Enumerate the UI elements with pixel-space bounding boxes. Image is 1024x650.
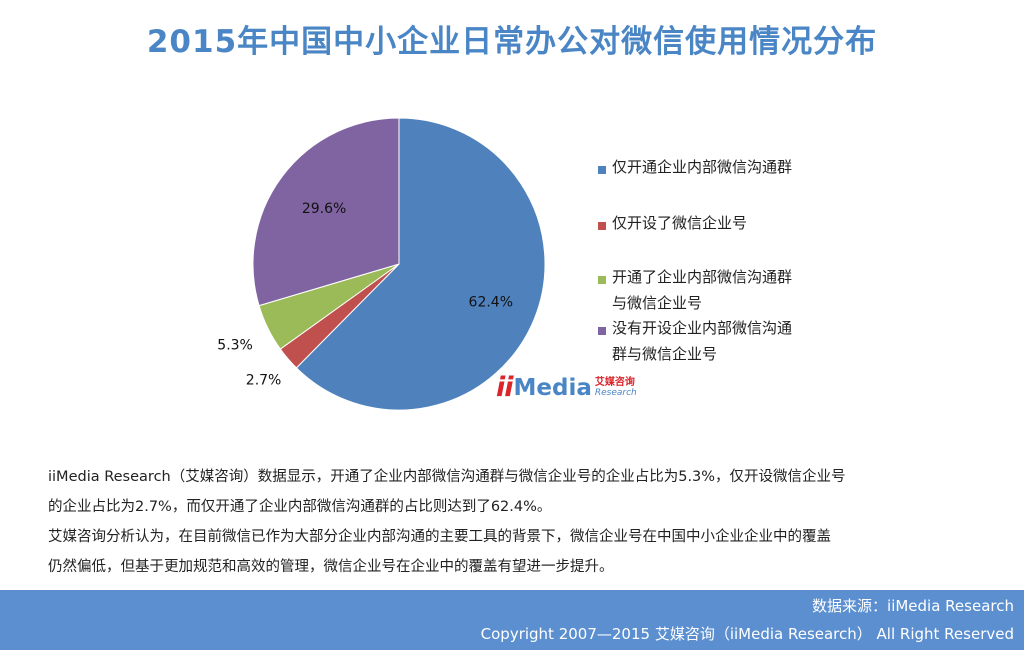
legend-item-enterprise-account-only: 仅开设了微信企业号 [598,214,812,236]
data-source: 数据来源：iiMedia Research [812,597,1014,615]
data-label: 5.3% [217,337,253,353]
legend-label: 没有开设企业内部微信沟通 [612,319,793,337]
data-label: 62.4% [469,295,513,311]
description-para-2: 艾媒咨询分析认为，在目前微信已作为大部分企业内部沟通的主要工具的背景下，微信企业… [48,529,831,575]
data-label: 29.6% [302,201,346,217]
description-para-1: iiMedia Research（艾媒咨询）数据显示，开通了企业内部微信沟通群与… [48,469,846,515]
legend-swatch [598,276,606,284]
logo-media: Media [513,374,592,401]
description: iiMedia Research（艾媒咨询）数据显示，开通了企业内部微信沟通群与… [48,462,988,582]
legend-item-neither: 没有开设企业内部微信沟通 群与微信企业号 [598,319,812,367]
legend-label: 仅开通企业内部微信沟通群 [612,158,793,176]
pie-chart: 62.4% 2.7% 5.3% 29.6% [217,117,546,411]
legend-label-line2: 群与微信企业号 [612,345,718,363]
chart-title: 2015年中国中小企业日常办公对微信使用情况分布 [146,24,878,60]
legend-label: 仅开设了微信企业号 [612,214,748,232]
legend-item-internal-group-only: 仅开通企业内部微信沟通群 [598,158,812,180]
footer-bar: 数据来源：iiMedia Research Copyright 2007—201… [0,590,1024,650]
logo-ii: ii [496,372,513,403]
legend-swatch [598,166,606,174]
logo-en: Research [594,387,637,398]
pie-slice [252,117,400,307]
legend-label-line2: 与微信企业号 [612,294,703,312]
iimedia-logo: ii Media 艾媒咨询 Research [496,372,637,403]
legend-item-both: 开通了企业内部微信沟通群 与微信企业号 [598,268,812,316]
legend-swatch [598,222,606,230]
legend-swatch [598,327,606,335]
data-label: 2.7% [246,373,282,389]
legend-label: 开通了企业内部微信沟通群 [612,268,793,286]
copyright: Copyright 2007—2015 艾媒咨询（iiMedia Researc… [480,625,1014,643]
pie-slice [295,117,546,411]
logo-cn: 艾媒咨询 [594,376,635,388]
